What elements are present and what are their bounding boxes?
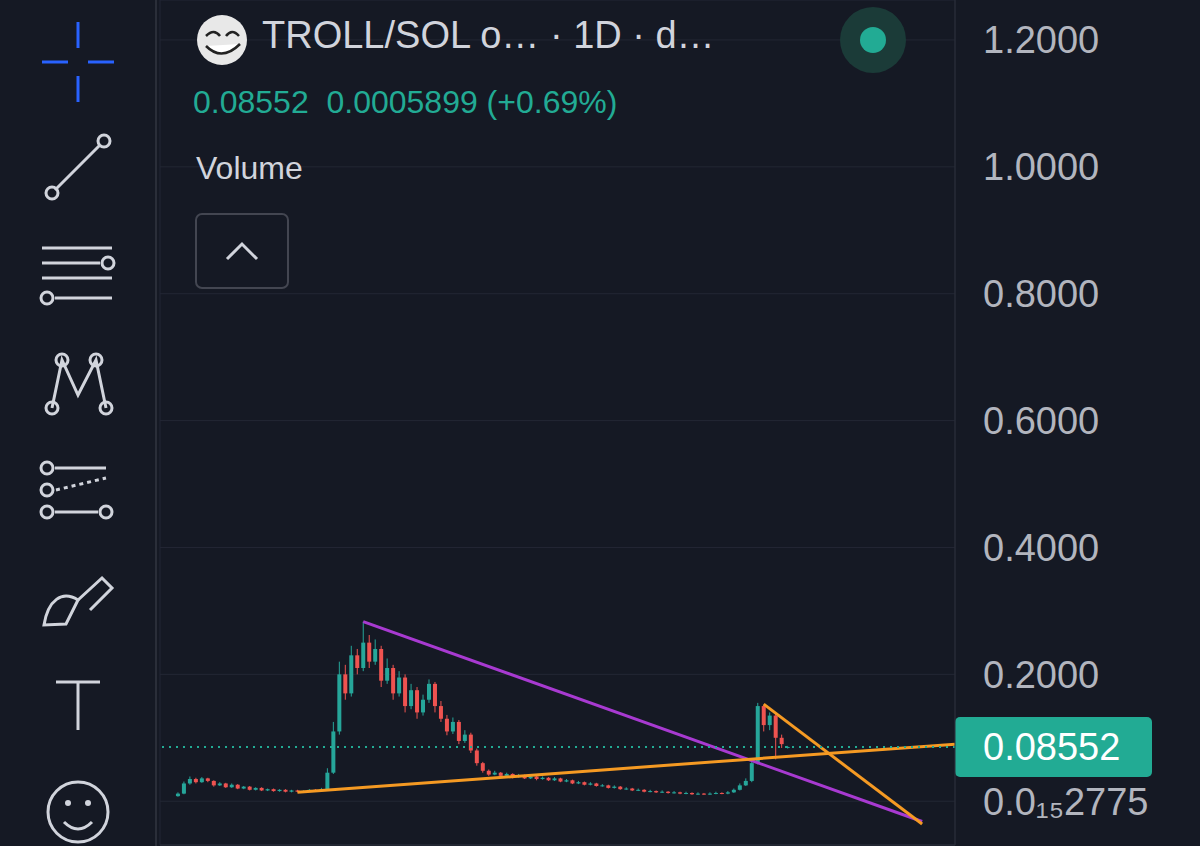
svg-text:0.2000: 0.2000 [983,654,1099,696]
svg-text:1.0000: 1.0000 [983,146,1099,188]
svg-text:0.0₁₅2775: 0.0₁₅2775 [983,781,1149,823]
svg-text:0.08552: 0.08552 [983,726,1120,768]
svg-text:0.4000: 0.4000 [983,527,1099,569]
html-text:TROLL/SOL o… · 1D · d…: TROLL/SOL o… · 1D · d… [262,14,715,56]
svg-text:0.8000: 0.8000 [983,273,1099,315]
html-text:Volume: Volume [196,150,303,186]
svg-text:1.2000: 1.2000 [983,19,1099,61]
svg-text:0.6000: 0.6000 [983,400,1099,442]
html-text:0.08552 0.0005899 (+0.69%): 0.08552 0.0005899 (+0.69%) [193,84,618,120]
